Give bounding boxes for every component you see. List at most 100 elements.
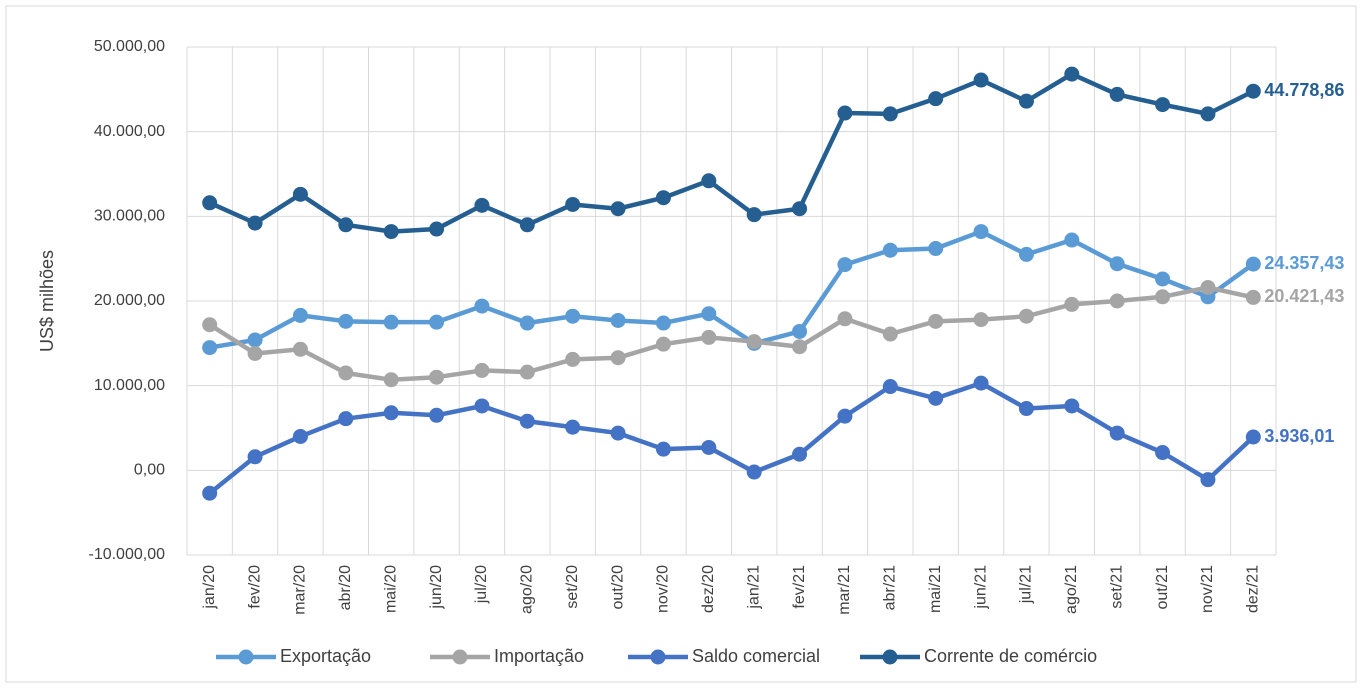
legend-marker [452, 649, 468, 665]
data-point [519, 217, 535, 233]
y-tick-label: 0,00 [134, 462, 165, 479]
data-point [655, 315, 671, 331]
data-point [973, 375, 989, 391]
data-point [202, 340, 218, 356]
data-point [837, 105, 853, 121]
data-point [292, 307, 308, 323]
y-tick-label: 20.000,00 [94, 292, 165, 309]
data-point [746, 207, 762, 223]
data-point [792, 446, 808, 462]
x-tick-label: jul/20 [473, 565, 490, 604]
data-point [383, 405, 399, 421]
data-point [1200, 279, 1216, 295]
data-point [1109, 86, 1125, 102]
data-point [1064, 232, 1080, 248]
data-label: 3.936,01 [1264, 426, 1334, 446]
x-tick-label: nov/20 [655, 565, 672, 613]
data-point [610, 425, 626, 441]
legend-marker [238, 649, 254, 665]
data-point [655, 441, 671, 457]
series-line [208, 380, 1255, 495]
data-point [655, 190, 671, 206]
data-point [1064, 398, 1080, 414]
data-point [882, 242, 898, 258]
x-tick-label: dez/21 [1245, 565, 1262, 613]
data-point [429, 221, 445, 237]
data-point [701, 306, 717, 322]
data-point [792, 323, 808, 339]
data-point [928, 313, 944, 329]
data-point [519, 364, 535, 380]
data-point [1064, 66, 1080, 82]
data-point [973, 72, 989, 88]
data-point [247, 332, 263, 348]
data-point [1200, 106, 1216, 122]
data-point [882, 379, 898, 395]
data-point [474, 298, 490, 314]
data-point [882, 326, 898, 342]
legend-marker [650, 649, 666, 665]
data-point [247, 449, 263, 465]
x-tick-label: dez/20 [700, 565, 717, 613]
series-line [209, 229, 1255, 350]
data-point [655, 336, 671, 352]
data-point [202, 317, 218, 333]
data-point [928, 390, 944, 406]
x-tick-label: out/21 [1154, 565, 1171, 610]
data-label: 20.421,43 [1264, 286, 1344, 306]
data-point [1018, 308, 1034, 324]
data-point [202, 485, 218, 501]
data-point [474, 362, 490, 378]
x-tick-label: mai/20 [382, 565, 399, 613]
data-point [474, 197, 490, 213]
data-point [1155, 97, 1171, 113]
legend-label: Saldo comercial [692, 646, 820, 666]
data-point [701, 439, 717, 455]
data-point [429, 407, 445, 423]
data-point [792, 201, 808, 217]
data-point [292, 341, 308, 357]
data-point [1245, 429, 1261, 445]
data-label: 44.778,86 [1264, 80, 1344, 100]
x-tick-label: out/20 [609, 565, 626, 610]
x-tick-label: set/20 [564, 565, 581, 609]
data-point [1245, 256, 1261, 272]
x-tick-label: set/21 [1108, 565, 1125, 609]
y-tick-label: 50.000,00 [94, 38, 165, 55]
legend-label: Corrente de comércio [924, 646, 1097, 666]
y-tick-label: -10.000,00 [88, 546, 165, 563]
data-label: 24.357,43 [1264, 253, 1344, 273]
y-tick-label: 30.000,00 [94, 208, 165, 225]
data-point [519, 315, 535, 331]
x-tick-label: mar/20 [292, 565, 309, 615]
data-point [383, 314, 399, 330]
data-point [1064, 296, 1080, 312]
data-point [1200, 472, 1216, 488]
data-point [429, 314, 445, 330]
legend-marker [882, 649, 898, 665]
data-point [338, 217, 354, 233]
data-point [338, 411, 354, 427]
data-point [973, 312, 989, 328]
series-line [208, 71, 1255, 234]
data-point [610, 312, 626, 328]
data-point [837, 257, 853, 273]
x-tick-label: fev/21 [791, 565, 808, 609]
y-tick-label: 40.000,00 [94, 123, 165, 140]
data-point [565, 419, 581, 435]
legend-label: Importação [494, 646, 584, 666]
data-point [792, 339, 808, 355]
x-tick-label: ago/21 [1063, 565, 1080, 614]
data-point [746, 464, 762, 480]
data-point [837, 311, 853, 327]
x-tick-label: fev/20 [246, 565, 263, 609]
data-point [1018, 93, 1034, 109]
data-point [1155, 271, 1171, 287]
x-tick-label: abr/20 [337, 565, 354, 610]
data-point [746, 334, 762, 350]
data-point [1018, 246, 1034, 262]
data-point [247, 215, 263, 231]
data-point [1155, 289, 1171, 305]
data-point [429, 369, 445, 385]
data-point [1245, 83, 1261, 99]
